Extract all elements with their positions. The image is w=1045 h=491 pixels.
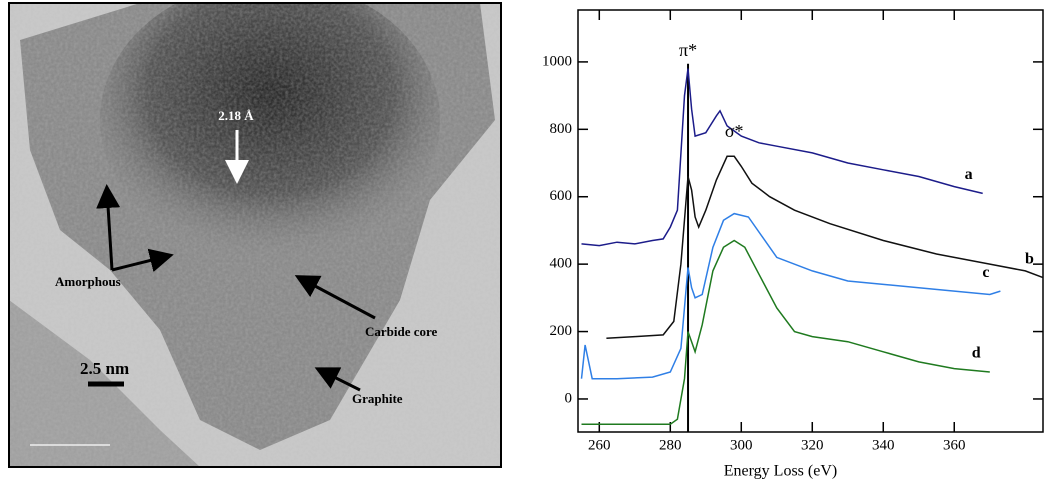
series-line (580, 212, 1001, 380)
plot-frame (577, 9, 1044, 433)
annotation: Amorphous (55, 274, 121, 289)
y-tick-label: 400 (550, 256, 573, 272)
annotation: Graphite (352, 391, 403, 406)
x-tick-label: 340 (872, 437, 895, 453)
peak-label: σ* (725, 121, 744, 141)
annotation: Carbide core (365, 324, 438, 339)
micrograph (9, 3, 501, 467)
y-tick-label: 600 (550, 188, 573, 204)
series-label: d (972, 345, 981, 362)
x-axis-label: Energy Loss (eV) (724, 463, 837, 480)
x-tick-label: 280 (659, 437, 682, 453)
series-label: a (965, 166, 973, 183)
x-tick-label: 260 (588, 437, 611, 453)
arrows (88, 130, 376, 392)
x-tick-label: 300 (730, 437, 753, 453)
series-line (606, 155, 1044, 340)
x-tick-label: 320 (801, 437, 824, 453)
series-label: b (1025, 250, 1034, 267)
y-tick-label: 800 (550, 121, 573, 137)
y-tick-label: 200 (550, 323, 573, 339)
peak-label: π* (679, 40, 697, 60)
scale-label: 2.5 nm (80, 359, 129, 378)
micrograph-frame (8, 2, 502, 468)
series-line (581, 68, 983, 247)
y-tick-label: 0 (565, 390, 573, 406)
series-line (581, 239, 990, 425)
series-label: c (982, 264, 989, 281)
x-tick-label: 360 (943, 437, 966, 453)
y-tick-label: 1000 (542, 53, 572, 69)
lattice-label: 2.18 Å (218, 108, 254, 123)
